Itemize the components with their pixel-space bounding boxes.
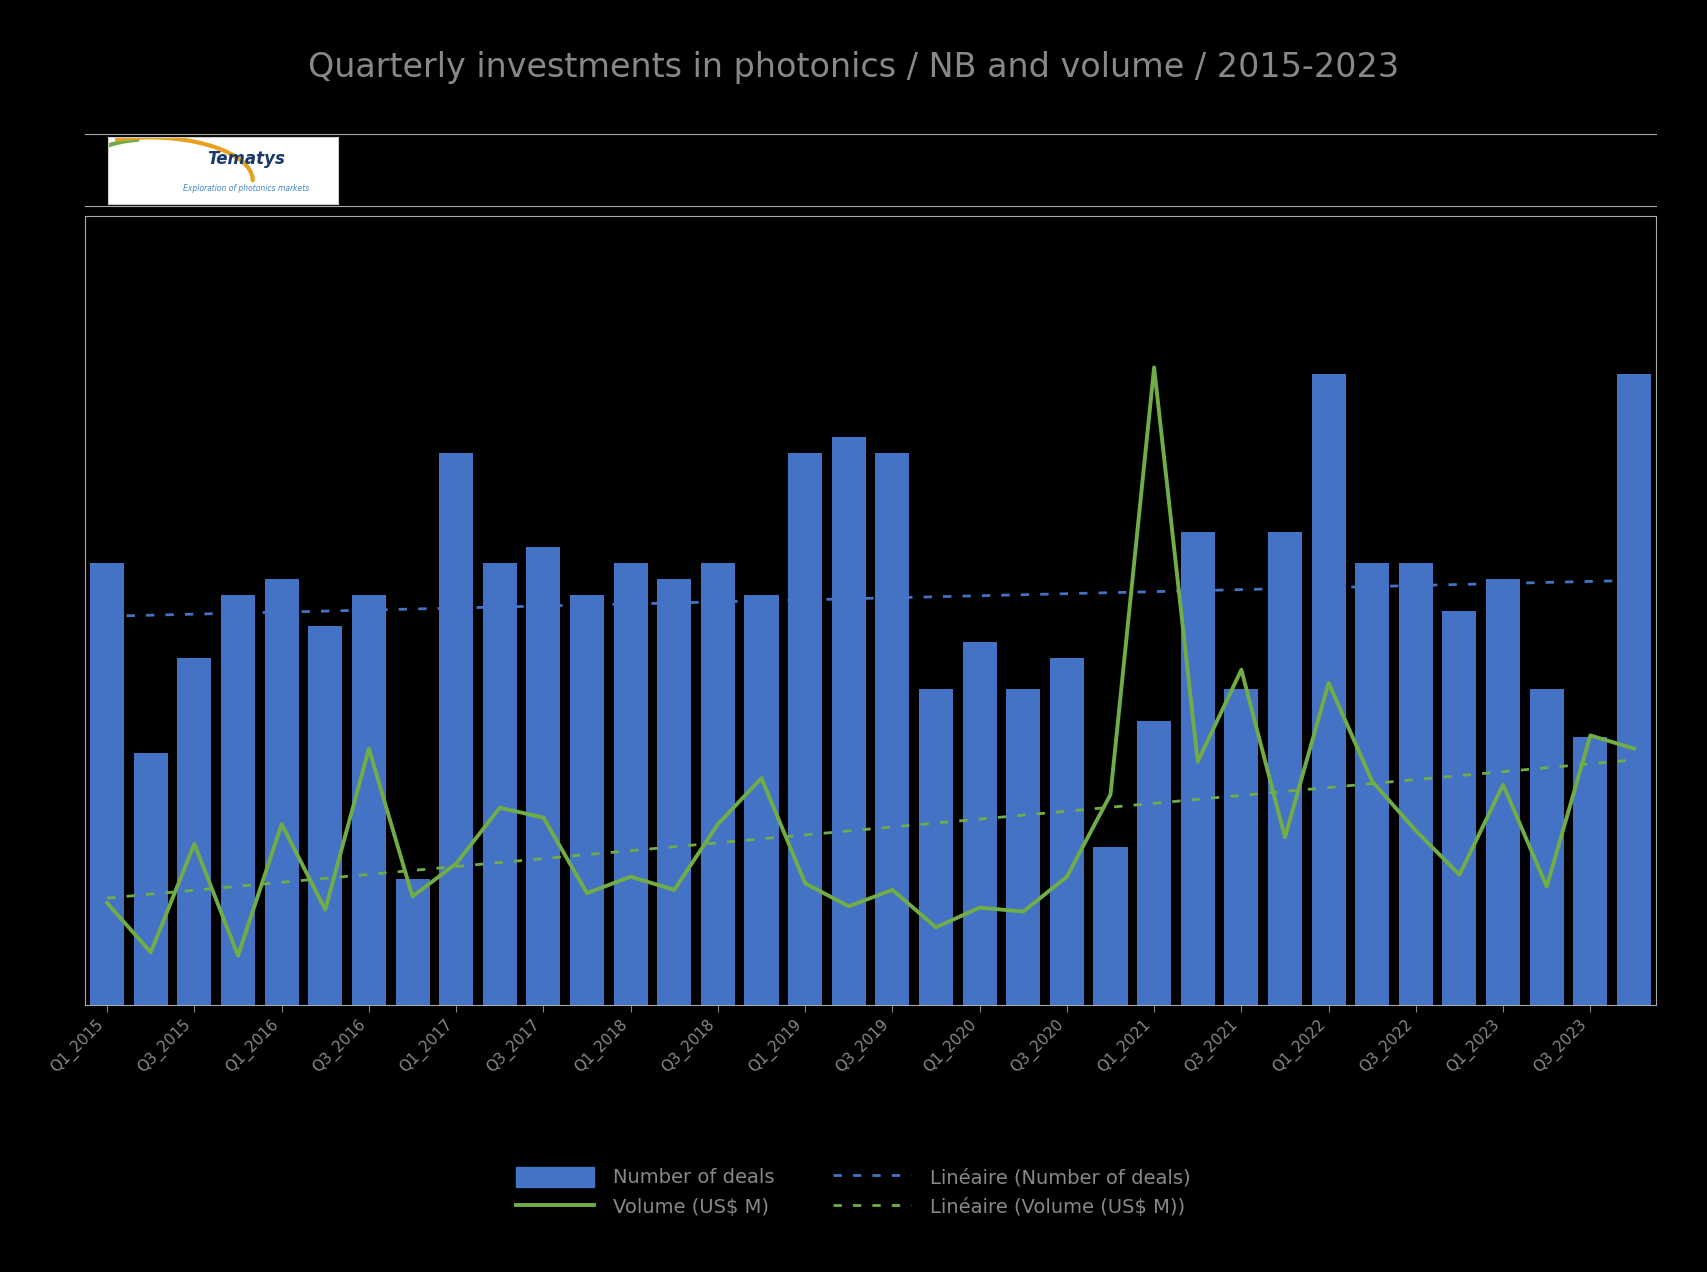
Bar (483, 563, 517, 1005)
Bar (133, 753, 167, 1005)
Bar (1224, 689, 1258, 1005)
Bar (1617, 374, 1651, 1005)
Bar (220, 595, 254, 1005)
Bar (1529, 689, 1564, 1005)
Text: Quarterly investments in photonics / NB and volume / 2015-2023: Quarterly investments in photonics / NB … (307, 51, 1400, 84)
Bar (657, 579, 691, 1005)
Bar (831, 438, 865, 1005)
Bar (1268, 532, 1302, 1005)
Bar (1311, 374, 1345, 1005)
Bar (1442, 611, 1477, 1005)
Legend: Number of deals, Volume (US$ M), Linéaire (Number of deals), Linéaire (Volume (U: Number of deals, Volume (US$ M), Linéair… (497, 1147, 1210, 1236)
Bar (1574, 736, 1608, 1005)
Bar (744, 595, 778, 1005)
Bar (265, 579, 299, 1005)
Bar (178, 658, 212, 1005)
Bar (1355, 563, 1389, 1005)
Bar (613, 563, 647, 1005)
Bar (876, 453, 910, 1005)
Bar (396, 879, 430, 1005)
Bar (439, 453, 473, 1005)
Bar (526, 547, 560, 1005)
Bar (789, 453, 823, 1005)
Text: Exploration of photonics markets: Exploration of photonics markets (183, 184, 309, 193)
Bar (1137, 721, 1171, 1005)
Bar (1398, 563, 1432, 1005)
Bar (309, 626, 343, 1005)
Bar (90, 563, 125, 1005)
Bar (1005, 689, 1040, 1005)
Bar (570, 595, 604, 1005)
Text: Tematys: Tematys (207, 150, 285, 168)
Bar (1487, 579, 1521, 1005)
Bar (963, 642, 997, 1005)
Bar (352, 595, 386, 1005)
Bar (918, 689, 953, 1005)
Bar (1050, 658, 1084, 1005)
Bar (702, 563, 736, 1005)
Bar (1094, 847, 1128, 1005)
Bar (1181, 532, 1215, 1005)
